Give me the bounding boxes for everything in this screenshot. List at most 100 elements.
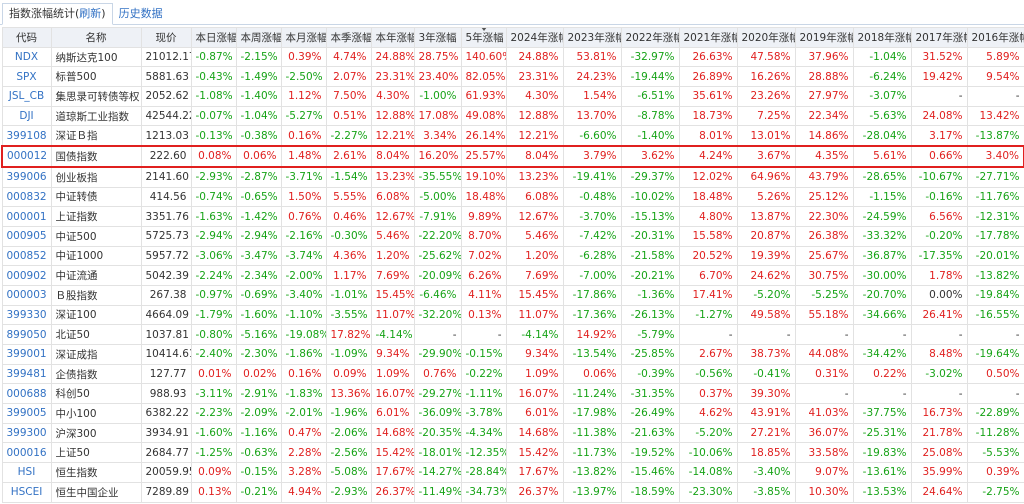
change-cell: 43.79% (794, 166, 854, 188)
code-link[interactable]: 399108 (1, 125, 52, 147)
change-cell: -0.16% (910, 186, 968, 208)
column-header[interactable]: 本季涨幅 (325, 27, 372, 48)
change-cell: -0.41% (736, 363, 796, 385)
refresh-link[interactable]: 刷新 (79, 7, 102, 20)
change-cell: -22.89% (966, 403, 1024, 424)
code-link[interactable]: NDX (1, 46, 52, 68)
column-header[interactable]: 本日涨幅 (190, 27, 237, 48)
column-header[interactable]: 本月涨幅 (280, 27, 327, 48)
change-cell: -1.10% (280, 304, 327, 326)
change-cell: -3.85% (736, 481, 796, 503)
code-link[interactable]: 000001 (1, 206, 52, 227)
change-cell: 3.67% (736, 145, 796, 168)
code-link[interactable]: SPX (1, 66, 52, 88)
table-row: HSCEI 恒生中国企业 7289.89 0.13% -0.21% 4.94% -2.93%… (1, 481, 1024, 503)
change-cell: 12.02% (678, 166, 738, 188)
code-link[interactable]: 399001 (1, 344, 52, 365)
change-cell: -0.74% (190, 186, 237, 208)
column-header[interactable]: 2022年涨幅 (620, 27, 680, 48)
change-cell: -19.08% (280, 324, 327, 345)
change-cell: 1.12% (280, 86, 327, 107)
code-link[interactable]: 399330 (1, 304, 52, 326)
price-cell: 10414.61 (140, 344, 192, 365)
code-link[interactable]: 000003 (1, 284, 52, 306)
change-cell: 4.36% (325, 245, 372, 267)
change-cell: -1.11% (460, 383, 507, 405)
code-link[interactable]: 399005 (1, 403, 52, 424)
change-cell: 26.41% (910, 304, 968, 326)
column-header[interactable]: 2021年涨幅 (678, 27, 738, 48)
code-link[interactable]: 899050 (1, 324, 52, 345)
column-header[interactable]: 2020年涨幅 (736, 27, 796, 48)
column-header[interactable]: 2018年涨幅 (852, 27, 912, 48)
change-cell: 22.34% (794, 105, 854, 127)
code-link[interactable]: 000905 (1, 225, 52, 247)
code-link[interactable]: 000012 (1, 145, 52, 168)
change-cell: -10.06% (678, 442, 738, 464)
column-header[interactable]: 2017年涨幅 (910, 27, 968, 48)
code-link[interactable]: HSCEI (1, 481, 52, 503)
change-cell: -15.46% (620, 462, 680, 483)
change-cell: 37.96% (794, 46, 854, 68)
change-cell: 6.08% (505, 186, 564, 208)
code-link[interactable]: 000832 (1, 186, 52, 208)
code-link[interactable]: 000016 (1, 442, 52, 464)
code-link[interactable]: 399481 (1, 363, 52, 385)
change-cell: 28.75% (413, 46, 462, 68)
tab-label-end: ) (101, 7, 106, 20)
change-cell: -7.91% (413, 206, 462, 227)
change-cell: 4.94% (280, 481, 327, 503)
tab-index-stats[interactable]: 指数涨幅统计(刷新) (2, 3, 113, 25)
change-cell: -3.74% (280, 245, 327, 267)
tab-history[interactable]: 历史数据 (118, 7, 163, 20)
column-header[interactable]: 5年涨幅 (460, 27, 507, 48)
column-header[interactable]: 3年涨幅 (413, 27, 462, 48)
change-cell: -1.63% (190, 206, 237, 227)
change-cell: - (966, 324, 1024, 345)
change-cell: -1.00% (413, 86, 462, 107)
code-link[interactable]: 000852 (1, 245, 52, 267)
price-cell: 3351.76 (140, 206, 192, 227)
change-cell: 0.37% (678, 383, 738, 405)
table-row: 399108 深证Ｂ指 1213.03 -0.13% -0.38% 0.16% -2.27%… (1, 125, 1024, 147)
code-link[interactable]: HSI (1, 462, 52, 483)
change-cell: 0.13% (190, 481, 237, 503)
column-header[interactable]: 名称 (50, 27, 142, 48)
column-header[interactable]: 本周涨幅 (235, 27, 282, 48)
column-header[interactable]: 现价 (140, 27, 192, 48)
change-cell: -2.06% (325, 422, 372, 444)
code-link[interactable]: 000902 (1, 265, 52, 286)
change-cell: 0.66% (910, 145, 968, 168)
column-header[interactable]: 本年涨幅 (370, 27, 415, 48)
table-row: 000012 国债指数 222.60 0.08% 0.06% 1.48% 2.61% 8.04… (1, 145, 1024, 168)
change-cell: 19.39% (736, 245, 796, 267)
change-cell: -5.79% (620, 324, 680, 345)
table-row: HSI 恒生指数 20059.95 0.09% -0.15% 3.28% -5.08% 17.… (1, 462, 1024, 483)
table-row: 000902 中证流通 5042.39 -2.24% -2.34% -2.00% 1.17%… (1, 265, 1024, 286)
column-header[interactable]: 2019年涨幅 (794, 27, 854, 48)
code-link[interactable]: JSL_CB (1, 86, 52, 107)
change-cell: 6.01% (370, 403, 415, 424)
code-link[interactable]: 399006 (1, 166, 52, 188)
change-cell: -13.82% (966, 265, 1024, 286)
column-header[interactable]: 2016年涨幅 (966, 27, 1024, 48)
change-cell: 17.67% (370, 462, 415, 483)
change-cell: 23.31% (505, 66, 564, 88)
code-link[interactable]: DJI (1, 105, 52, 127)
change-cell: 4.30% (370, 86, 415, 107)
change-cell: 24.08% (910, 105, 968, 127)
code-link[interactable]: 000688 (1, 383, 52, 405)
column-header[interactable]: 2024年涨幅 (505, 27, 564, 48)
name-cell: 中小100 (50, 403, 142, 424)
column-header[interactable]: 代码 (1, 27, 52, 48)
change-cell: -0.20% (910, 225, 968, 247)
change-cell: 9.34% (505, 344, 564, 365)
change-cell: 4.11% (460, 284, 507, 306)
code-link[interactable]: 399300 (1, 422, 52, 444)
price-cell: 21012.17 (140, 46, 192, 68)
column-header[interactable]: 2023年涨幅 (562, 27, 622, 48)
change-cell: 20.52% (678, 245, 738, 267)
change-cell: 14.68% (370, 422, 415, 444)
change-cell: 7.25% (736, 105, 796, 127)
change-cell: -3.70% (562, 206, 622, 227)
